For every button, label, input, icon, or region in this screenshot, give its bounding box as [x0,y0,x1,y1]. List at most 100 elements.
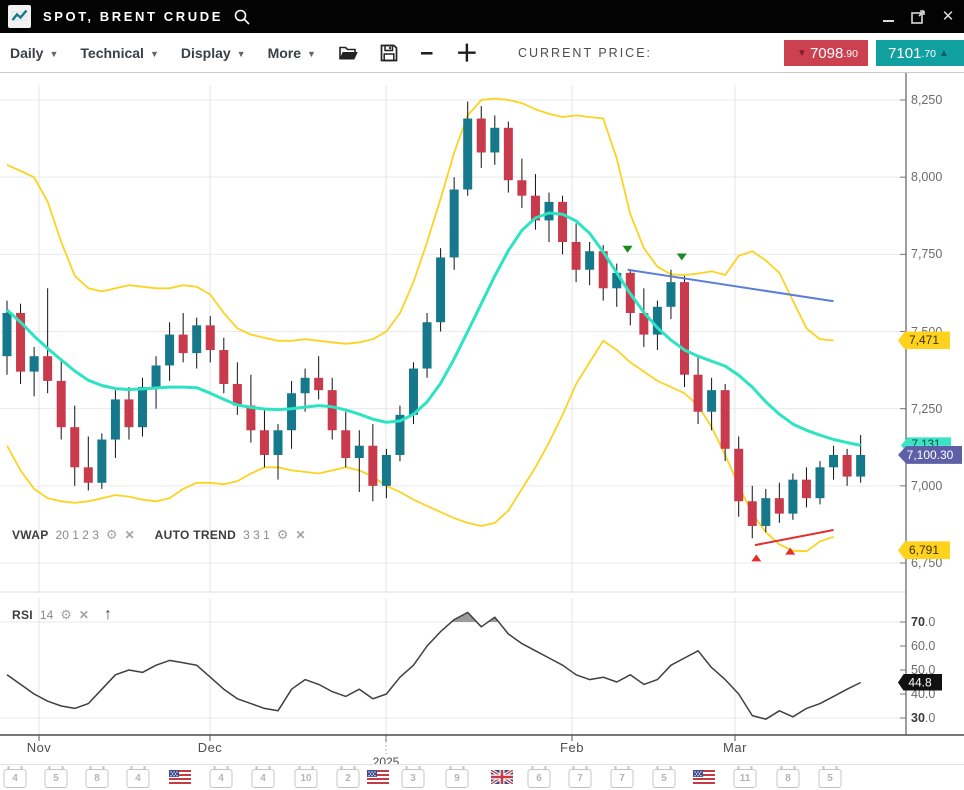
month-gridlines [38,85,736,735]
remove-indicator-icon[interactable]: ✕ [124,528,135,542]
price-tick-label: 8,250 [911,93,943,107]
vwap-legend: VWAP 20 1 2 3 ⚙ ✕ AUTO TREND 3 3 1 ⚙ ✕ [12,527,306,543]
window-controls: ✕ [880,0,956,33]
price-tick-label: 7,750 [911,247,943,262]
calendar-event-icon[interactable]: 5 [652,766,676,788]
events-bar: 4 5 8 4 4 4 10 2 3 9 6 7 7 5 11 8 5 [0,764,964,790]
price-tick-label: 6,750 [911,556,943,570]
calendar-event-icon[interactable]: 4 [3,766,27,788]
month-axis-label: Dec [197,740,223,755]
rsi-tick-label: 70.0 [911,615,936,629]
popout-icon [910,10,925,24]
rsi-legend-params: 14 [39,608,54,622]
bollinger-bands-lines [6,97,834,553]
save-chart-button[interactable] [380,44,398,62]
search-icon [234,9,250,25]
uk-flag-icon[interactable] [490,768,514,789]
close-icon: ✕ [941,8,955,25]
us-flag-icon[interactable] [169,770,191,789]
auto-trend-lines[interactable] [627,268,834,547]
gear-icon[interactable]: ⚙ [105,527,118,542]
popout-button[interactable] [910,9,926,25]
candlestick-series [2,101,866,539]
calendar-event-icon[interactable]: 4 [209,766,233,788]
zoom-in-button[interactable]: ＋ [455,39,479,66]
symbol-search-button[interactable] [233,8,251,26]
axis-lines-and-ticks [0,73,964,754]
trend-legend-name: AUTO TREND [154,528,237,542]
rsi-legend: RSI 14 ⚙ ✕ ↑ [12,606,112,624]
bid-price-badge: ▼ 7098.90 [784,40,868,66]
menu-interval[interactable]: Daily ▼ [10,45,58,61]
plus-icon: ＋ [455,39,479,66]
calendar-event-icon[interactable]: 10 [294,766,318,788]
chevron-down-icon: ▼ [49,48,59,59]
bid-int: 7098 [809,44,844,62]
menu-more[interactable]: More ▼ [268,45,316,61]
save-icon [380,44,398,61]
chevron-down-icon: ▼ [149,48,159,59]
month-axis-label: Nov [26,740,52,755]
ask-dec: .70 [921,48,937,60]
vwap-legend-params: 20 1 2 3 [55,528,99,542]
rsi-tick-label: 30.0 [911,711,936,725]
app-logo-icon [8,5,31,28]
rsi-legend-name: RSI [12,608,33,622]
minimize-icon [882,19,894,22]
gear-icon[interactable]: ⚙ [60,607,72,622]
vwap-legend-name: VWAP [12,528,49,542]
current-price-label: CURRENT PRICE: [517,45,652,60]
symbol-title: SPOT, BRENT CRUDE [43,9,223,24]
menu-display[interactable]: Display ▼ [181,45,246,61]
open-chart-button[interactable] [338,44,358,62]
price-tick-label: 7,250 [911,401,943,416]
remove-indicator-icon[interactable]: ✕ [295,528,306,542]
gear-icon[interactable]: ⚙ [276,527,289,542]
us-flag-icon[interactable] [367,770,389,789]
lower-band-price-tag: 6,791 [898,541,950,560]
close-button[interactable]: ✕ [940,9,956,25]
calendar-event-icon[interactable]: 6 [527,766,551,788]
menu-more-label: More [267,44,302,61]
us-flag-icon[interactable] [693,770,715,789]
menu-technical[interactable]: Technical ▼ [80,45,158,61]
price-tick-label: 8,000 [911,170,943,185]
chevron-down-icon: ▼ [236,48,246,59]
calendar-event-icon[interactable]: 4 [126,766,150,788]
calendar-event-icon[interactable]: 8 [85,766,109,788]
calendar-event-icon[interactable]: 5 [44,766,68,788]
chevron-down-icon: ▼ [307,48,316,59]
month-axis-label: Mar [723,740,747,755]
price-gridlines [0,99,906,719]
rsi-panel [6,611,862,720]
month-axis-label: Feb [560,740,584,755]
rsi-tick-label: 60.0 [911,639,936,653]
chart-toolbar: Daily ▼ Technical ▼ Display ▼ More ▼ [0,33,964,73]
rsi-value-tag: 44.8 [898,673,942,691]
menu-interval-label: Daily [10,44,44,61]
calendar-event-icon[interactable]: 11 [733,766,757,788]
calendar-event-icon[interactable]: 7 [610,766,634,788]
calendar-event-icon[interactable]: 2 [336,766,360,788]
ask-price-badge: 7101.70 ▲ [876,40,964,66]
calendar-event-icon[interactable]: 4 [251,766,275,788]
minimize-button[interactable] [880,9,896,25]
zoom-out-button[interactable]: − [420,41,433,64]
calendar-event-icon[interactable]: 7 [568,766,592,788]
calendar-event-icon[interactable]: 3 [401,766,425,788]
calendar-event-icon[interactable]: 8 [776,766,800,788]
calendar-event-icon[interactable]: 5 [818,766,842,788]
calendar-event-icon[interactable]: 9 [445,766,469,788]
vwap-line [5,211,862,447]
title-bar: SPOT, BRENT CRUDE ✕ [0,0,964,33]
menu-display-label: Display [180,44,231,61]
move-pane-up-icon[interactable]: ↑ [103,606,112,623]
trend-markers [622,245,796,562]
remove-indicator-icon[interactable]: ✕ [78,608,89,622]
price-tick-label: 7,000 [911,478,943,493]
upper-band-price-tag: 7,471 [898,331,950,350]
ask-int: 7101 [888,44,922,62]
rsi-tick-label: 50.0 [911,663,936,677]
